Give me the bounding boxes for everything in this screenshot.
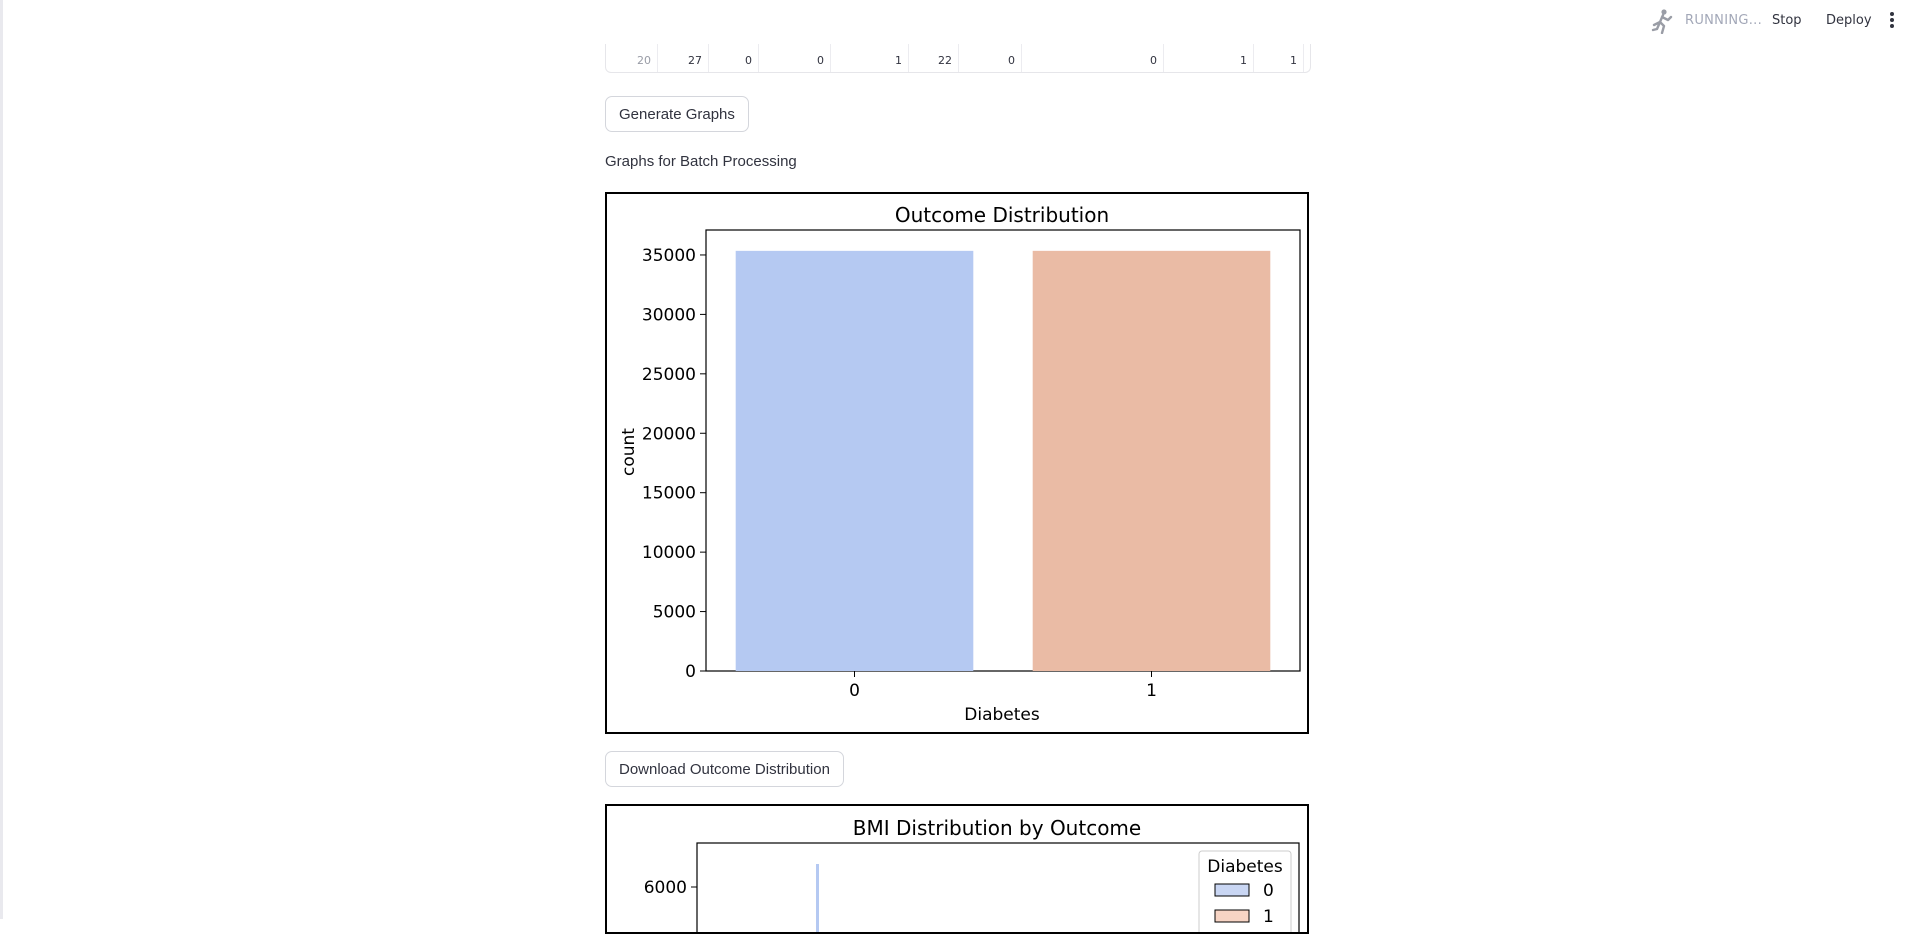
x-tick-label: 0 <box>849 681 860 701</box>
table-cell: 27 <box>658 44 709 72</box>
y-tick-label: 20000 <box>642 424 696 444</box>
table-cell: 22 <box>909 44 959 72</box>
vertical-dots-menu-icon[interactable] <box>1889 12 1895 30</box>
chart-title: Outcome Distribution <box>895 203 1109 227</box>
y-tick-label: 25000 <box>642 365 696 385</box>
bar-0 <box>735 250 974 671</box>
y-tick-label: 0 <box>685 662 696 682</box>
legend-entry: 1 <box>1263 907 1274 927</box>
legend-title: Diabetes <box>1207 857 1283 877</box>
table-cell: 1 <box>1164 44 1254 72</box>
y-tick-label: 15000 <box>642 484 696 504</box>
table-cell: 0 <box>1022 44 1164 72</box>
plot-frame <box>696 842 1300 936</box>
table-cell: 0 <box>759 44 831 72</box>
running-status: RUNNING... <box>1685 13 1763 28</box>
y-tick-label: 6000 <box>644 878 687 898</box>
deploy-button[interactable]: Deploy <box>1826 13 1872 28</box>
chart-legend: Diabetes 0 1 <box>1198 850 1292 936</box>
stop-button[interactable]: Stop <box>1772 13 1802 28</box>
plot-frame <box>705 229 1301 672</box>
graphs-section-label: Graphs for Batch Processing <box>605 153 797 170</box>
y-tick-label: 5000 <box>653 603 696 623</box>
histogram-bar <box>816 864 819 936</box>
y-tick-label: 10000 <box>642 543 696 563</box>
y-tick-label: 35000 <box>642 246 696 266</box>
generate-graphs-button[interactable]: Generate Graphs <box>605 96 749 132</box>
table-cell: 20 <box>606 44 658 72</box>
x-tick-label: 1 <box>1146 681 1157 701</box>
table-cell: 1 <box>1254 44 1304 72</box>
outcome-distribution-chart: Outcome Distribution 0 5000 10000 15000 2000… <box>605 192 1309 734</box>
legend-swatch <box>1214 883 1250 897</box>
y-axis-label: count <box>619 428 639 476</box>
download-outcome-distribution-button[interactable]: Download Outcome Distribution <box>605 751 844 787</box>
legend-swatch <box>1214 909 1250 923</box>
table-cell: 1 <box>831 44 909 72</box>
app-left-edge <box>0 0 3 919</box>
outcome-distribution-svg: Outcome Distribution 0 5000 10000 15000 2000… <box>619 203 1301 725</box>
legend-entry: 0 <box>1263 881 1274 901</box>
dataframe-table[interactable]: 20 27 0 0 1 22 0 0 1 1 <box>605 44 1311 73</box>
bmi-distribution-svg: BMI Distribution by Outcome 6000 Diabete… <box>644 816 1300 936</box>
y-tick-label: 30000 <box>642 305 696 325</box>
bmi-distribution-chart: BMI Distribution by Outcome 6000 Diabete… <box>605 804 1309 936</box>
running-man-icon <box>1651 9 1673 34</box>
table-cell: 0 <box>709 44 759 72</box>
chart-title: BMI Distribution by Outcome <box>853 816 1141 840</box>
table-cell: 0 <box>959 44 1022 72</box>
bar-1 <box>1032 250 1271 671</box>
x-axis-label: Diabetes <box>964 705 1040 725</box>
